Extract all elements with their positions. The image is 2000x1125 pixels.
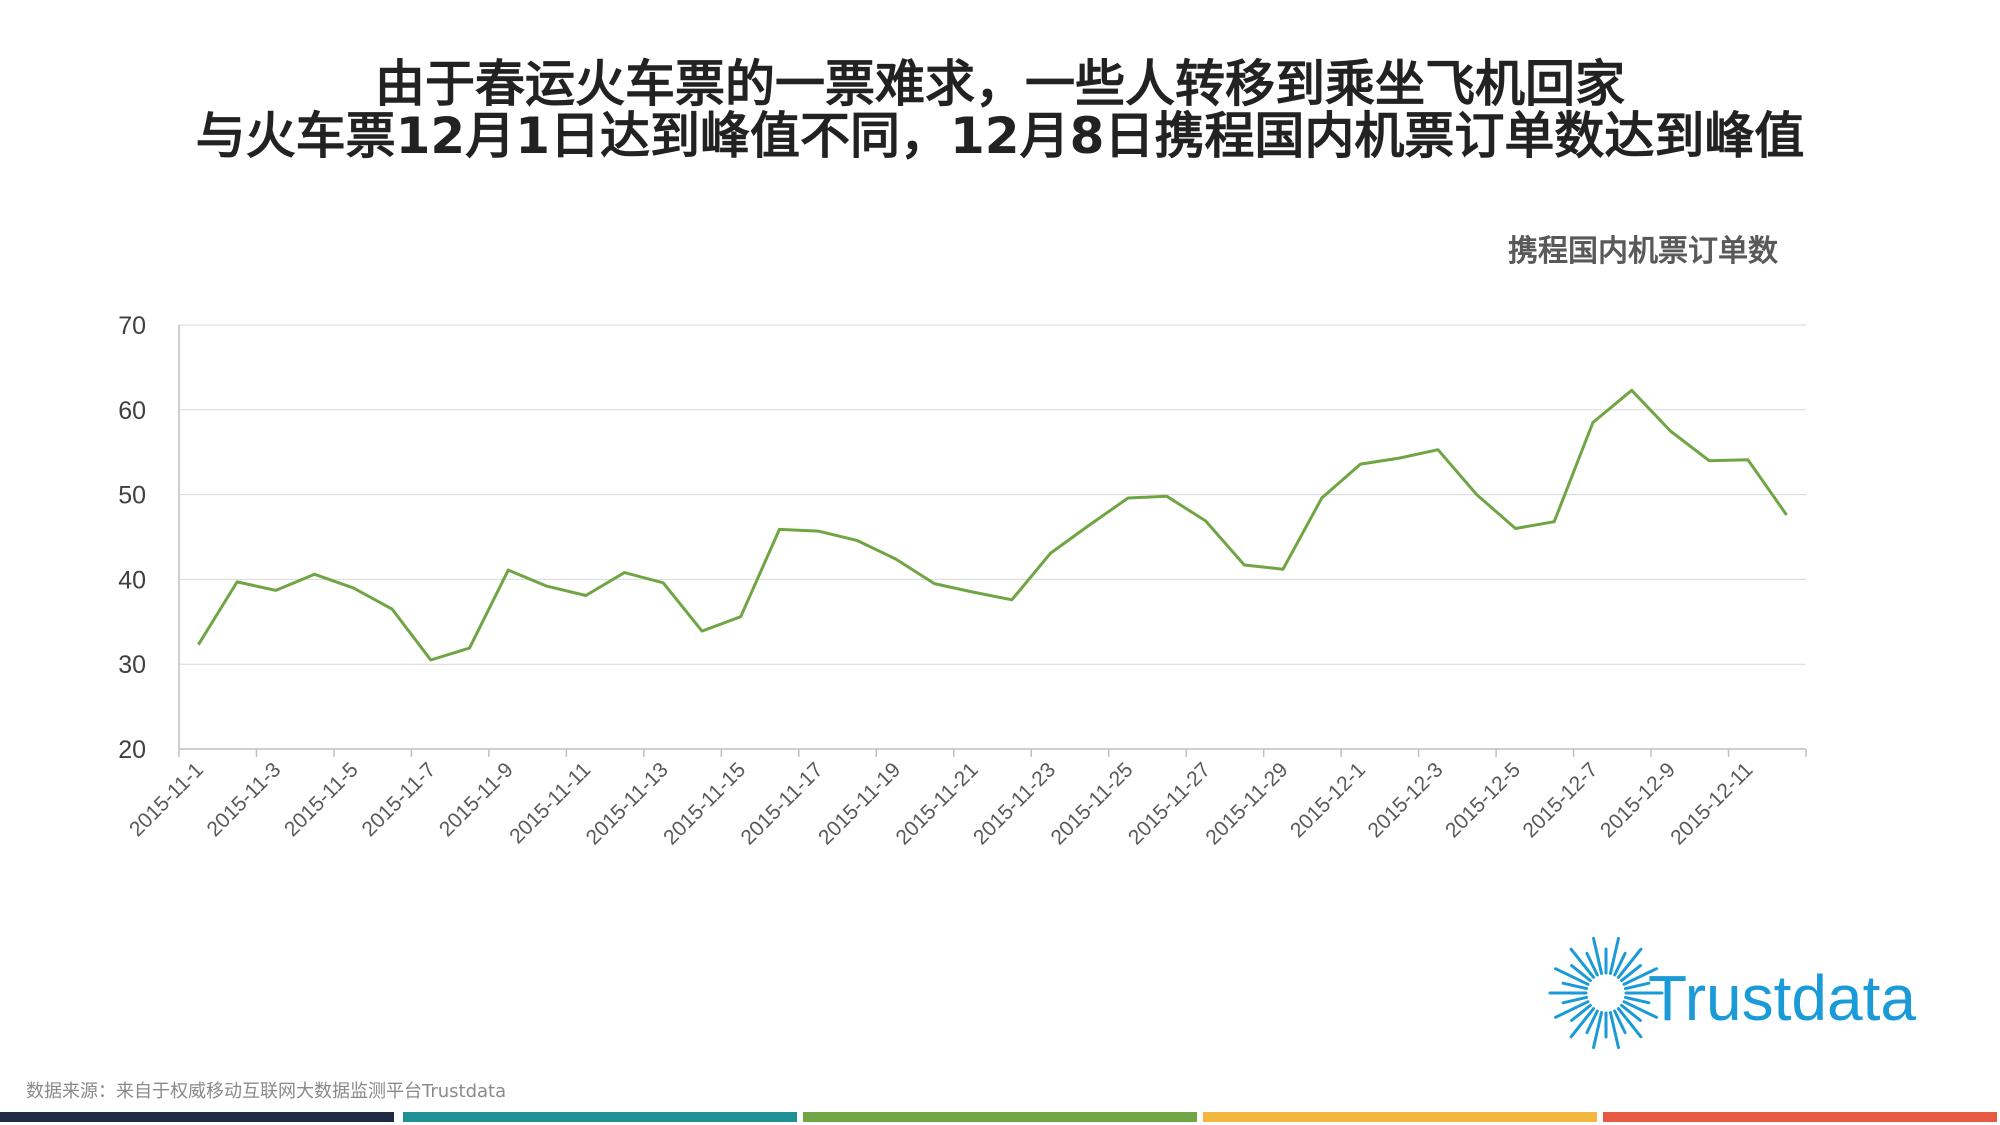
x-tick-label: 2015-11-5: [280, 758, 363, 841]
legend-series-label: 携程国内机票订单数: [1508, 234, 1778, 269]
logo-ray: [1613, 951, 1627, 977]
logo-ray: [1554, 967, 1590, 986]
logo-ray: [1592, 936, 1604, 976]
y-tick-label: 40: [118, 566, 146, 594]
logo-ray: [1585, 1009, 1599, 1035]
title-line-1: 由于春运火车票的一票难求，一些人转移到乘坐飞机回家: [375, 55, 1625, 113]
logo-ray: [1569, 1007, 1596, 1039]
logo-ray: [1622, 967, 1658, 986]
x-tick-label: 2015-11-19: [814, 758, 905, 849]
x-tick-label: 2015-11-7: [357, 758, 440, 841]
x-axis: 2015-11-12015-11-32015-11-52015-11-72015…: [125, 748, 1807, 849]
logo-ray: [1569, 947, 1596, 979]
bottom-bar-teal: [403, 1112, 797, 1122]
logo-ray: [1616, 1007, 1643, 1039]
line-chart: 20 30 40 50 60 70 2015-11-12015-11-32015-11-5…: [118, 312, 1807, 849]
bottom-bar-navy: [0, 1112, 394, 1122]
logo-ray: [1608, 936, 1620, 976]
bottom-color-bars: [0, 1112, 2000, 1122]
plot-area: [197, 388, 1788, 662]
y-tick-label: 50: [118, 482, 146, 510]
logo-ray: [1561, 981, 1589, 991]
x-tick-label: 2015-12-3: [1364, 758, 1448, 842]
x-tick-label: 2015-11-21: [892, 758, 983, 849]
logo-ray: [1622, 1000, 1658, 1019]
bottom-bar-yellow: [1203, 1112, 1597, 1122]
x-tick-label: 2015-11-3: [203, 758, 286, 841]
logo-ray: [1613, 1009, 1627, 1035]
chart-grid: [179, 324, 1806, 665]
logo-ray: [1561, 995, 1589, 1005]
x-tick-label: 2015-12-7: [1519, 758, 1603, 842]
y-tick-label: 60: [118, 397, 146, 425]
x-tick-label: 2015-11-15: [659, 758, 750, 849]
x-tick-label: 2015-11-29: [1201, 758, 1292, 849]
source-note: 数据来源：来自于权威移动互联网大数据监测平台Trustdata: [26, 1081, 507, 1102]
logo-ray: [1585, 951, 1599, 977]
x-tick-label: 2015-11-25: [1046, 758, 1137, 849]
logo-ray: [1570, 964, 1592, 983]
y-tick-label: 30: [118, 651, 146, 679]
x-tick-label: 2015-12-1: [1286, 758, 1370, 842]
bottom-bar-red: [1603, 1112, 1997, 1122]
logo-ray: [1570, 1003, 1592, 1022]
title-line-2: 与火车票12月1日达到峰值不同，12月8日携程国内机票订单数达到峰值: [195, 107, 1805, 165]
logo-ray: [1592, 1010, 1604, 1050]
logo-ray: [1620, 964, 1642, 983]
x-tick-label: 2015-11-13: [582, 758, 673, 849]
logo-ray: [1616, 947, 1643, 979]
bottom-bar-green: [803, 1112, 1197, 1122]
x-tick-label: 2015-11-23: [969, 758, 1060, 849]
logo-ray: [1620, 1003, 1642, 1022]
logo-ray: [1623, 995, 1651, 1005]
logo-ray: [1623, 981, 1651, 991]
y-tick-label: 70: [118, 312, 146, 340]
x-tick-label: 2015-11-11: [505, 758, 595, 848]
x-tick-label: 2015-11-27: [1124, 758, 1215, 849]
x-tick-label: 2015-12-5: [1441, 758, 1525, 842]
x-tick-label: 2015-11-17: [737, 758, 828, 849]
sunburst-icon: [1548, 936, 1664, 1050]
series-line: [197, 388, 1788, 662]
x-tick-label: 2015-11-1: [125, 758, 208, 841]
logo-ray: [1608, 1010, 1620, 1050]
logo-ray: [1554, 1000, 1590, 1019]
x-tick-label: 2015-12-9: [1596, 758, 1680, 842]
y-axis: 20 30 40 50 60 70: [118, 312, 180, 764]
y-tick-label: 20: [118, 736, 146, 764]
x-tick-label: 2015-12-11: [1666, 758, 1757, 849]
trustdata-logo: Trustdata: [1548, 936, 1916, 1050]
x-tick-label: 2015-11-9: [435, 758, 518, 841]
logo-wordmark: Trustdata: [1648, 962, 1916, 1034]
